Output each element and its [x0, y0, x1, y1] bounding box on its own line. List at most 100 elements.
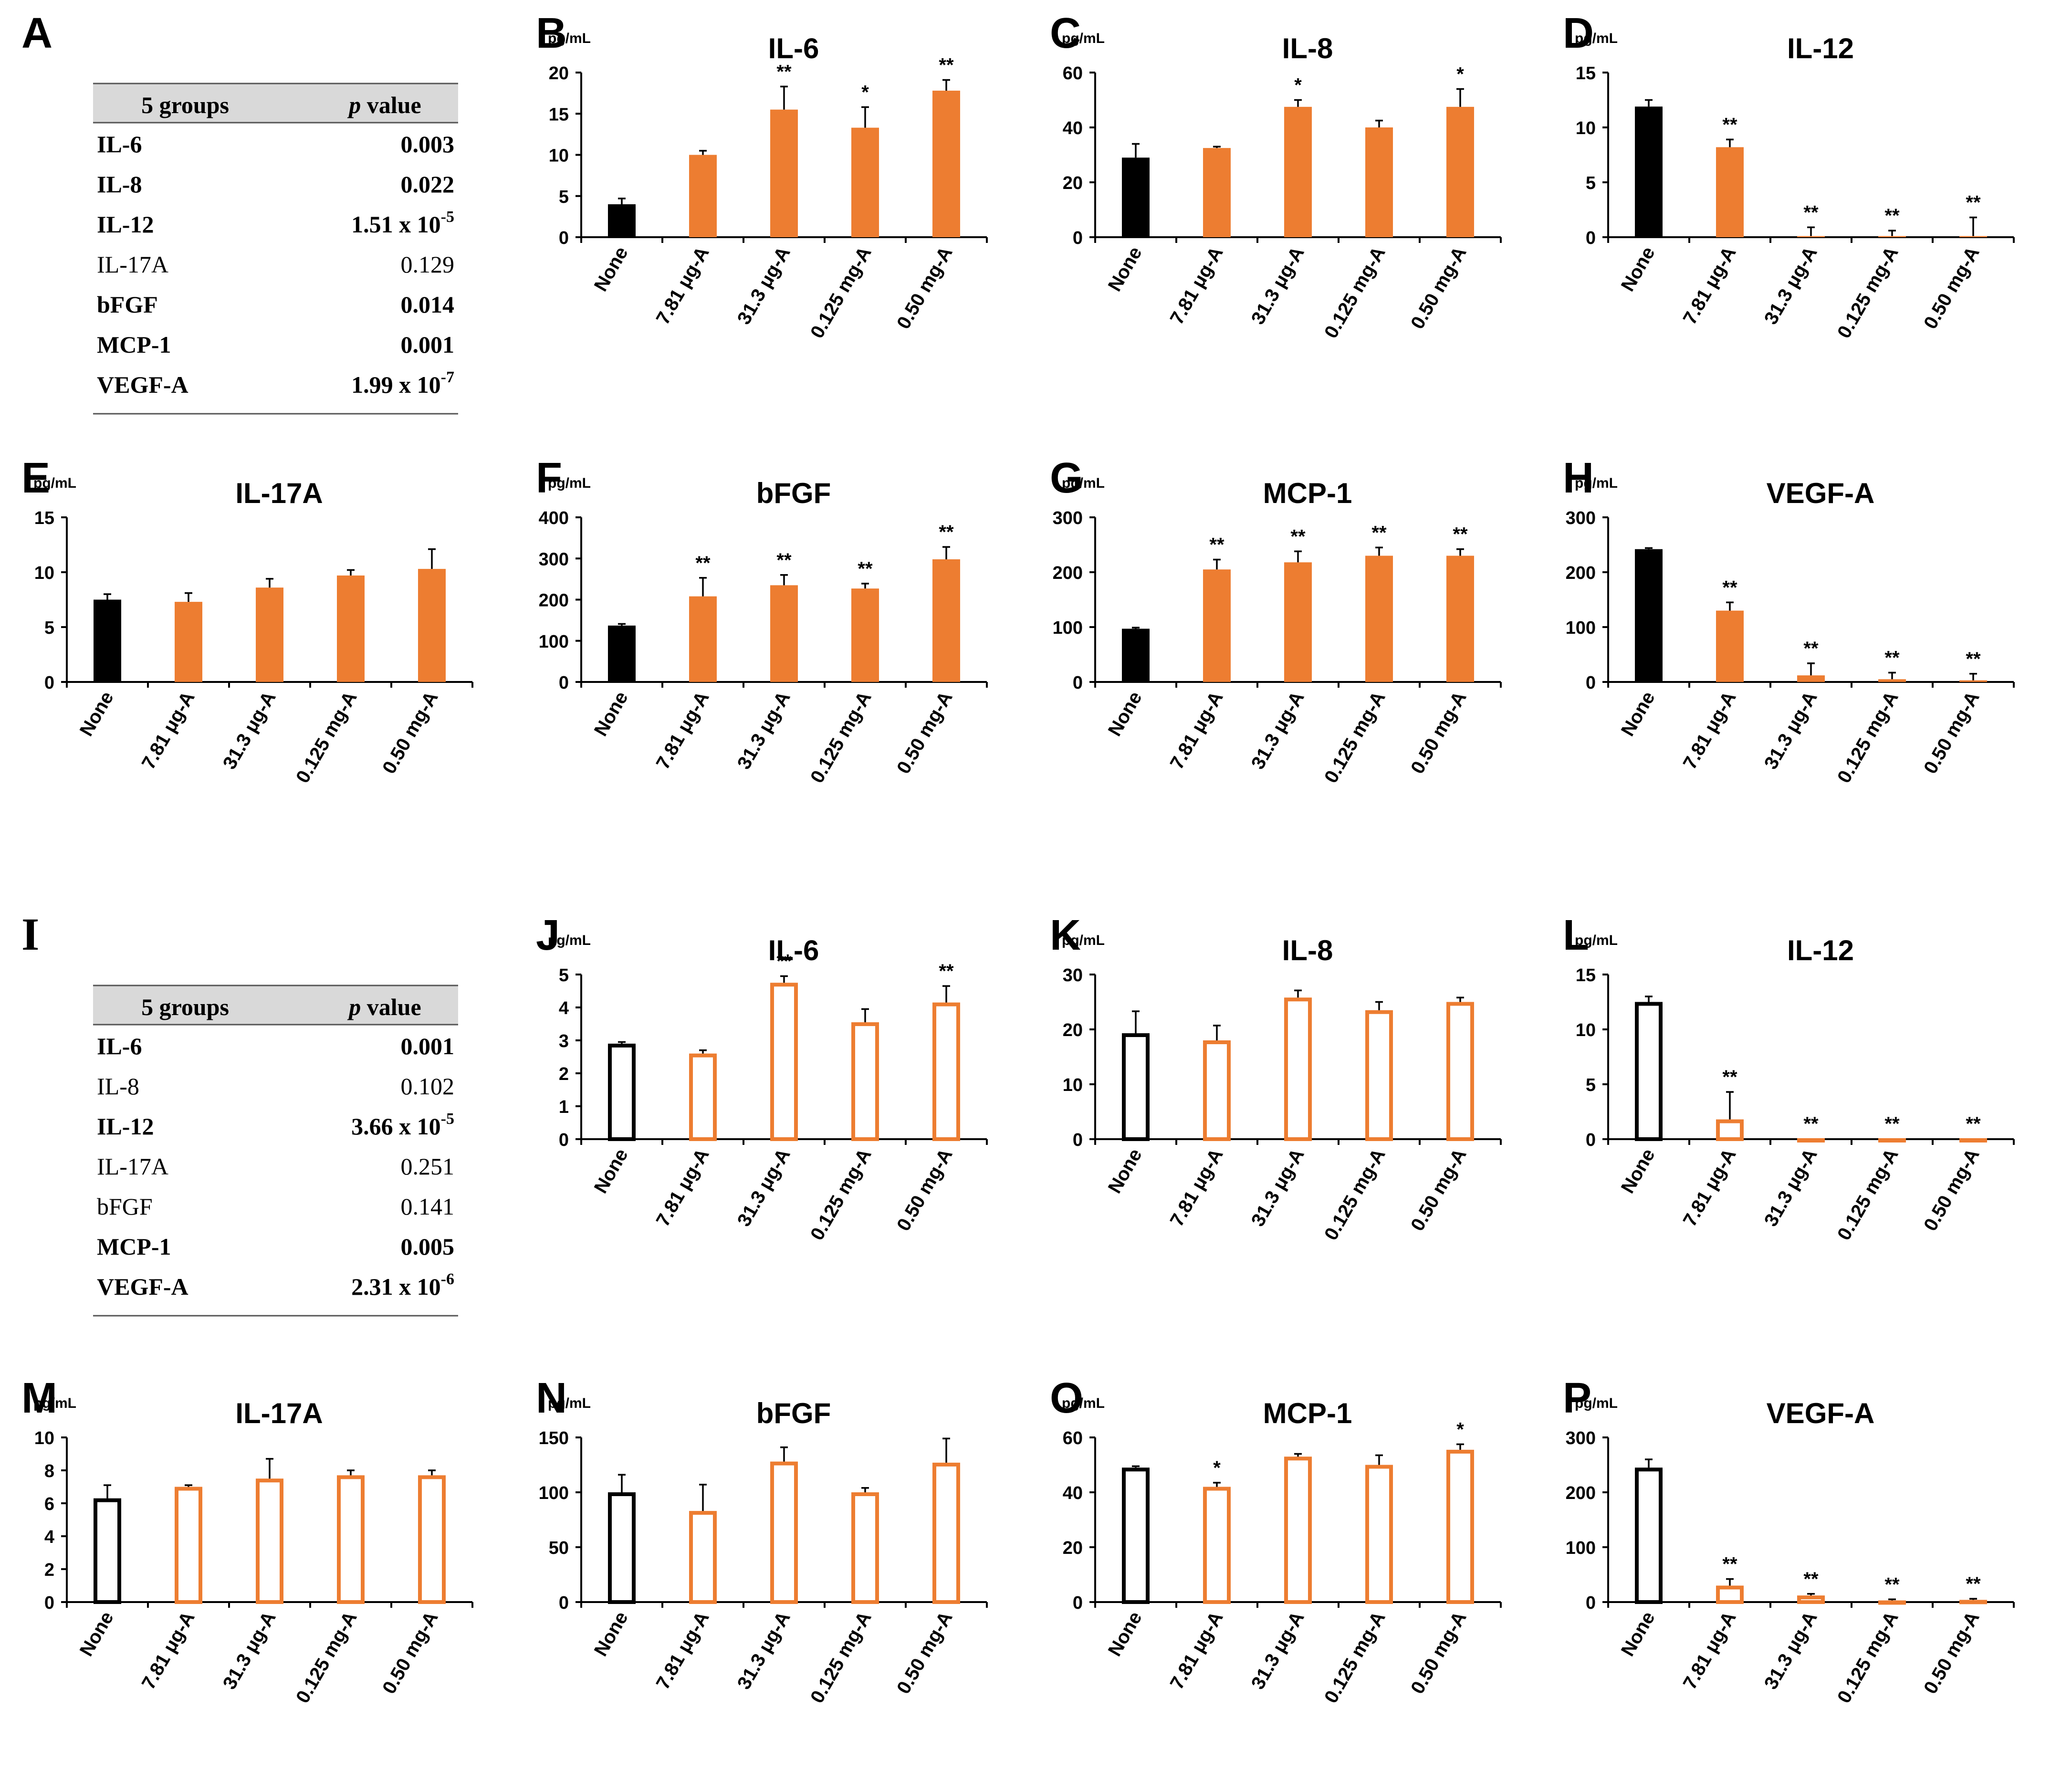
y-tick-label: 0	[559, 1593, 569, 1613]
bar	[1878, 236, 1906, 237]
y-tick-label: 5	[559, 965, 569, 985]
significance-marker: **	[1722, 1067, 1737, 1088]
significance-marker: *	[1294, 75, 1302, 96]
table-row-pvalue: 0.251	[401, 1153, 455, 1180]
bar	[1959, 1138, 1987, 1142]
significance-marker: **	[1884, 1574, 1900, 1595]
x-tick-label: 0.50 mg-A	[378, 688, 442, 778]
table-row-name: IL-8	[97, 171, 142, 198]
x-tick-label: 31.3 μg-A	[1247, 1608, 1308, 1693]
chart-F: bFGF pg/mL 0 100 200 300 400 None ** 7.81 μg-A ** 3…	[539, 475, 988, 786]
table-header-groups: 5 groups	[141, 92, 229, 118]
x-tick-label: 31.3 μg-A	[733, 1145, 795, 1230]
y-axis-unit-label: pg/mL	[548, 31, 591, 46]
x-tick-label: 0.50 mg-A	[1920, 1145, 1984, 1235]
y-tick-label: 30	[1063, 965, 1083, 985]
y-tick-label: 200	[1566, 1483, 1596, 1503]
significance-marker: **	[1966, 1573, 1981, 1594]
bar	[94, 599, 121, 682]
x-tick-label: 7.81 μg-A	[1166, 243, 1227, 328]
x-tick-label: 0.125 mg-A	[1320, 688, 1390, 787]
table-row-pvalue: 0.141	[401, 1193, 455, 1220]
bar	[689, 1511, 717, 1604]
y-tick-label: 2	[559, 1064, 569, 1084]
x-tick-label: 0.50 mg-A	[1407, 1608, 1471, 1698]
y-tick-label: 3	[559, 1031, 569, 1051]
bar	[418, 569, 446, 682]
x-tick-label: 31.3 μg-A	[733, 1608, 795, 1693]
bar	[1635, 549, 1663, 682]
significance-marker: **	[776, 550, 792, 571]
bar	[932, 559, 960, 682]
x-tick-label: 7.81 μg-A	[652, 243, 713, 328]
table-row-pvalue: 2.31 x 10-6	[351, 1270, 454, 1300]
y-tick-label: 300	[1053, 508, 1083, 528]
y-tick-label: 5	[1586, 173, 1596, 193]
y-axis-unit-label: pg/mL	[548, 933, 591, 948]
bar	[94, 1498, 121, 1604]
x-tick-label: 0.50 mg-A	[893, 688, 957, 778]
y-tick-label: 100	[539, 1483, 569, 1503]
y-tick-label: 150	[539, 1428, 569, 1448]
x-tick-label: None	[1617, 688, 1659, 740]
table-row-pvalue: 1.99 x 10-7	[351, 368, 454, 398]
y-tick-label: 100	[1566, 1538, 1596, 1558]
bar	[1203, 569, 1231, 682]
y-tick-label: 10	[1576, 1020, 1596, 1040]
y-tick-label: 40	[1063, 1483, 1083, 1503]
bar	[1716, 147, 1744, 237]
y-tick-label: 300	[1566, 508, 1596, 528]
bar	[1365, 127, 1393, 237]
x-tick-label: 0.125 mg-A	[1320, 243, 1390, 342]
y-tick-label: 15	[1576, 63, 1596, 84]
table-row-name: MCP-1	[97, 1233, 171, 1260]
x-tick-label: 7.81 μg-A	[138, 688, 199, 773]
significance-marker: **	[1966, 649, 1981, 670]
y-tick-label: 10	[1576, 118, 1596, 138]
significance-marker: **	[1722, 1554, 1737, 1575]
y-axis-unit-label: pg/mL	[1062, 31, 1105, 46]
bar	[1203, 1487, 1231, 1604]
y-tick-label: 6	[44, 1494, 54, 1514]
table-row-pvalue: 0.001	[401, 1033, 455, 1059]
significance-marker: **	[1884, 1113, 1900, 1134]
x-tick-label: None	[590, 1145, 632, 1197]
x-tick-label: None	[1104, 1608, 1146, 1660]
panel-label-E: E	[21, 454, 50, 502]
bar	[1284, 106, 1312, 237]
x-tick-label: 0.125 mg-A	[806, 1608, 876, 1707]
bar	[1446, 106, 1474, 237]
x-tick-label: 31.3 μg-A	[1760, 688, 1821, 773]
x-tick-label: 0.50 mg-A	[1920, 1608, 1984, 1698]
x-tick-label: None	[1617, 243, 1659, 295]
chart-title: MCP-1	[1263, 1397, 1352, 1429]
table-row-pvalue: 0.001	[401, 331, 455, 358]
chart-N: bFGF pg/mL 0 50 100 150 None 7.81 μg-A 31.3 μg-A…	[539, 1395, 988, 1707]
chart-D: IL-12 pg/mL 0 5 10 15 None ** 7.81 μg-A ** 31.3 μg…	[1575, 31, 2015, 342]
x-tick-label: 0.125 mg-A	[1320, 1145, 1390, 1244]
x-tick-label: 7.81 μg-A	[652, 688, 713, 773]
x-tick-label: 0.125 mg-A	[1833, 243, 1903, 342]
x-tick-label: 0.125 mg-A	[806, 243, 876, 342]
x-tick-label: 7.81 μg-A	[1679, 688, 1740, 773]
y-tick-label: 0	[559, 1130, 569, 1150]
y-tick-label: 8	[44, 1461, 54, 1481]
y-axis-unit-label: pg/mL	[1575, 1395, 1618, 1411]
table-header-pvalue: p value	[347, 92, 421, 118]
x-tick-label: None	[1617, 1608, 1659, 1660]
bar	[608, 204, 636, 237]
x-tick-label: None	[1104, 1145, 1146, 1197]
bar	[689, 596, 717, 682]
bar	[1716, 610, 1744, 682]
bar	[1716, 1119, 1744, 1142]
x-tick-label: 7.81 μg-A	[652, 1145, 713, 1230]
x-tick-label: 0.125 mg-A	[1833, 1145, 1903, 1244]
x-tick-label: 31.3 μg-A	[1760, 1145, 1821, 1230]
y-axis-unit-label: pg/mL	[1062, 475, 1105, 491]
x-tick-label: 0.50 mg-A	[893, 1145, 957, 1235]
chart-title: IL-17A	[235, 477, 323, 509]
bar	[1635, 106, 1663, 238]
bar	[1203, 148, 1231, 237]
p-value-table-I: 5 groups p value IL-6 0.001 IL-8 0.102 IL-12 3.…	[93, 985, 458, 1317]
